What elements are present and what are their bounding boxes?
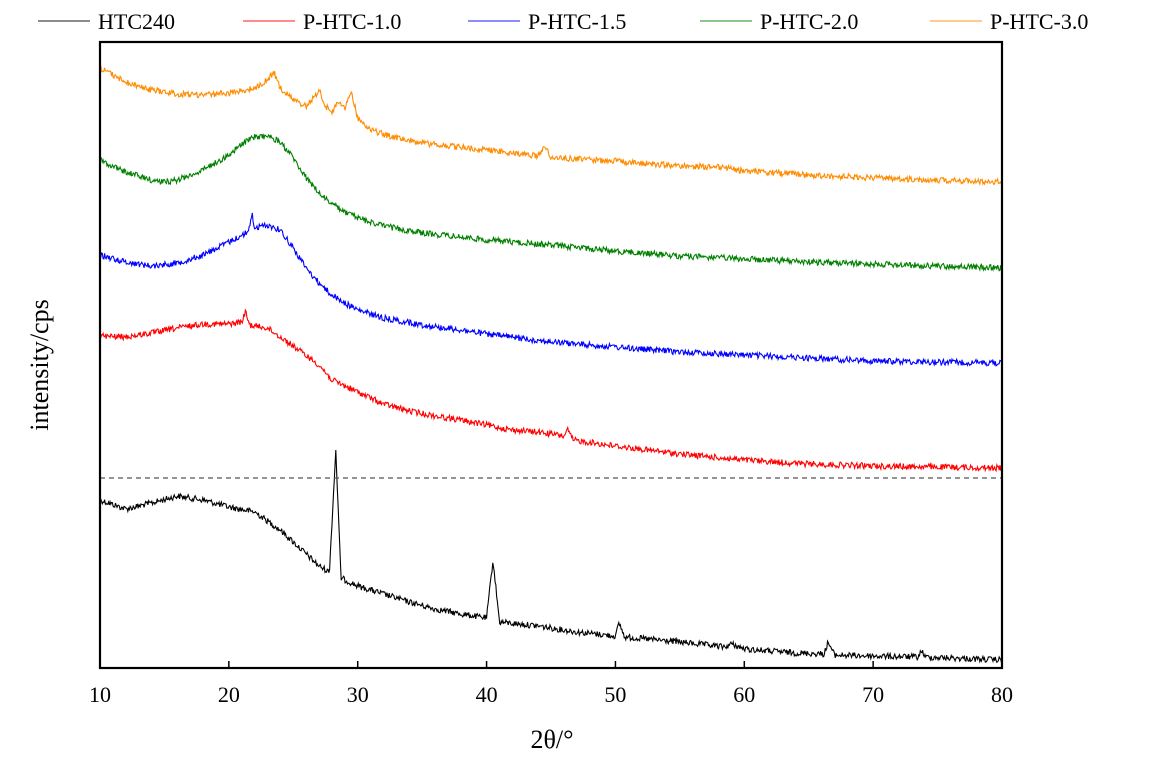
chart-legend: HTC240 P-HTC-1.0 P-HTC-1.5 P-HTC-2.0 P-HTC-3… [38,9,1088,34]
series-line-htc240 [99,449,1003,664]
legend-label: P-HTC-1.0 [303,9,401,34]
x-tick-label: 80 [991,682,1013,707]
x-tick-label: 40 [476,682,498,707]
series-line-p-htc-3-0 [99,64,1002,186]
plot-frame [98,40,1004,670]
x-tick-label: 60 [733,682,755,707]
x-tick-label: 20 [218,682,240,707]
x-tick-label: 50 [604,682,626,707]
legend-label: HTC240 [98,9,175,34]
series-line-p-htc-1-0 [99,308,1003,473]
x-tick-label: 70 [862,682,884,707]
x-axis-ticks: 10 20 30 40 50 60 70 80 [89,661,1013,707]
series-layer [99,64,1003,664]
legend-label: P-HTC-1.5 [528,9,626,34]
legend-label: P-HTC-2.0 [760,9,858,34]
x-tick-label: 10 [89,682,111,707]
series-line-p-htc-1-5 [99,212,1002,367]
y-axis-title: intensity/cps [25,299,54,430]
x-axis-title: 2θ/° [530,725,573,754]
legend-label: P-HTC-3.0 [990,9,1088,34]
series-line-p-htc-2-0 [99,133,1003,273]
x-tick-label: 30 [347,682,369,707]
